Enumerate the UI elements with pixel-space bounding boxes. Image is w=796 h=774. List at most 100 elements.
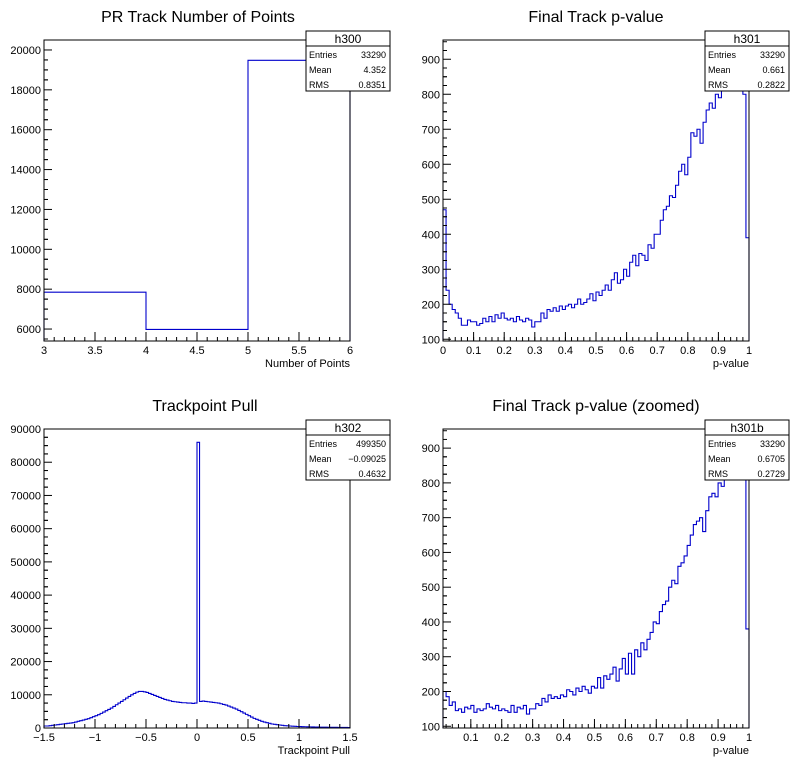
x-tick-label: 4 xyxy=(143,345,149,357)
x-tick-label: 0.1 xyxy=(463,732,478,744)
stats-label: Entries xyxy=(309,439,338,449)
histogram-bin xyxy=(248,60,350,341)
histogram-bin xyxy=(696,521,699,728)
chart-title: Trackpoint Pull xyxy=(152,398,257,415)
x-tick-label: 1 xyxy=(746,732,752,744)
histogram-bin xyxy=(613,667,616,728)
histogram-bin xyxy=(669,196,672,341)
stats-value: 0.6705 xyxy=(757,454,785,464)
x-axis-label: Number of Points xyxy=(265,358,350,370)
histogram-bin xyxy=(619,669,622,728)
histogram-bin xyxy=(728,77,731,341)
histogram-bin xyxy=(590,294,593,341)
histogram-bin xyxy=(715,497,718,728)
x-tick-label: 0.1 xyxy=(466,345,481,357)
x-tick-label: 0.9 xyxy=(710,732,725,744)
y-tick-label: 8000 xyxy=(17,284,41,296)
histogram-bin xyxy=(575,304,578,341)
x-tick-label: 0.2 xyxy=(497,345,512,357)
histogram-bin xyxy=(666,206,669,341)
x-tick-label: 0.6 xyxy=(618,732,633,744)
y-tick-label: 70000 xyxy=(10,490,41,502)
histogram-bin xyxy=(642,255,645,341)
histogram-bin xyxy=(240,712,243,728)
x-tick-label: −1.5 xyxy=(33,732,55,744)
stats-label: RMS xyxy=(309,469,329,479)
histogram-bin xyxy=(607,679,610,728)
histogram-bin xyxy=(149,693,152,728)
stats-label: Entries xyxy=(708,439,737,449)
histogram-bin xyxy=(669,587,672,728)
stats-value: 0.661 xyxy=(762,65,785,75)
stats-value: −0.09025 xyxy=(348,454,386,464)
histogram-bin xyxy=(666,601,669,728)
histogram-bin xyxy=(620,280,623,341)
histogram-bin xyxy=(703,532,706,728)
stats-box: h301 Entries 33290 Mean 0.661 RMS 0.2822 xyxy=(704,30,790,92)
histogram-bin xyxy=(223,704,226,728)
histogram-bin xyxy=(210,702,213,728)
histogram-bin xyxy=(602,290,605,341)
stats-histogram-name: h301 xyxy=(734,32,761,46)
histogram-bin xyxy=(682,164,685,341)
stats-value: 0.8351 xyxy=(358,80,386,90)
y-tick-label: 0 xyxy=(35,723,41,735)
y-tick-label: 200 xyxy=(422,299,440,311)
y-tick-label: 300 xyxy=(422,652,440,664)
x-tick-label: 0.4 xyxy=(558,345,573,357)
histogram-bin xyxy=(189,703,192,728)
stats-value: 0.2729 xyxy=(757,469,785,479)
histogram-bin xyxy=(274,724,277,728)
histogram-bin xyxy=(192,703,195,728)
histogram-bin xyxy=(263,722,266,728)
x-tick-label: 0.6 xyxy=(619,345,634,357)
histogram-bin xyxy=(727,479,730,728)
y-tick-label: 500 xyxy=(422,194,440,206)
y-tick-label: 16000 xyxy=(10,125,41,137)
stats-label: Mean xyxy=(708,454,731,464)
histogram-bin xyxy=(197,442,200,728)
histogram-bin xyxy=(138,691,141,728)
histogram-bin xyxy=(200,701,203,728)
histogram-series xyxy=(43,441,351,729)
histogram-bin xyxy=(675,584,678,728)
histogram-bin xyxy=(737,89,740,341)
histogram-bin xyxy=(694,136,697,341)
histogram-bin xyxy=(627,276,630,341)
stats-label: RMS xyxy=(708,469,728,479)
histogram-bin xyxy=(622,658,625,728)
histogram-bin xyxy=(202,701,205,728)
histogram-bin xyxy=(579,691,582,728)
x-tick-label: 5.5 xyxy=(291,345,306,357)
histogram-bin xyxy=(633,255,636,341)
histogram-bin xyxy=(572,308,575,341)
y-tick-label: 600 xyxy=(422,159,440,171)
histogram-bin xyxy=(653,622,656,728)
stats-box: h301b Entries 33290 Mean 0.6705 RMS 0.2729 xyxy=(704,419,790,481)
chart-title: Final Track p-value (zoomed) xyxy=(492,398,699,415)
y-tick-label: 500 xyxy=(422,582,440,594)
histogram-bin xyxy=(271,724,274,728)
histogram-bin xyxy=(656,624,659,728)
histogram-bin xyxy=(568,304,571,341)
histogram-bin xyxy=(611,280,614,341)
histogram-bin xyxy=(734,70,737,341)
histogram-bin xyxy=(673,198,676,342)
x-tick-label: 0.7 xyxy=(650,345,665,357)
histogram-bin xyxy=(121,701,124,728)
stats-value: 0.2822 xyxy=(757,80,785,90)
x-tick-label: 4.5 xyxy=(189,345,204,357)
histogram-bin xyxy=(641,643,644,728)
histogram-bin xyxy=(743,478,746,728)
histogram-bin xyxy=(151,694,154,728)
x-tick-label: 0.5 xyxy=(588,345,603,357)
y-tick-label: 20000 xyxy=(10,657,41,669)
stats-label: RMS xyxy=(309,80,329,90)
histogram-bin xyxy=(542,698,545,728)
chart-panel-4: Final Track p-value (zoomed) 100 200 300 400… xyxy=(422,398,790,757)
histogram-bin xyxy=(123,700,126,728)
y-tick-label: 100 xyxy=(422,334,440,346)
histogram-bin xyxy=(601,688,604,728)
x-tick-label: 0 xyxy=(194,732,200,744)
histogram-bin xyxy=(578,299,581,341)
